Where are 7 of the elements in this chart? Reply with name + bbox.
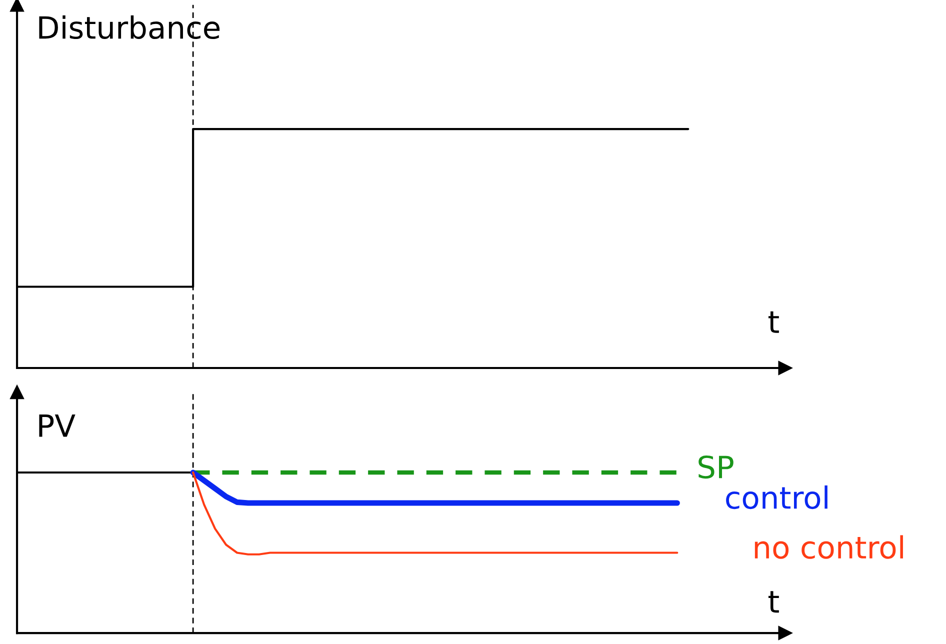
y-axis-title: Disturbance xyxy=(39,15,220,40)
x-axis-title: t xyxy=(768,591,779,613)
series-label: control xyxy=(726,485,828,510)
x-axis-title: t xyxy=(768,311,779,333)
y-axis-title: PV xyxy=(39,414,76,437)
text: no control xyxy=(754,535,903,559)
series-label: SP xyxy=(698,455,734,479)
